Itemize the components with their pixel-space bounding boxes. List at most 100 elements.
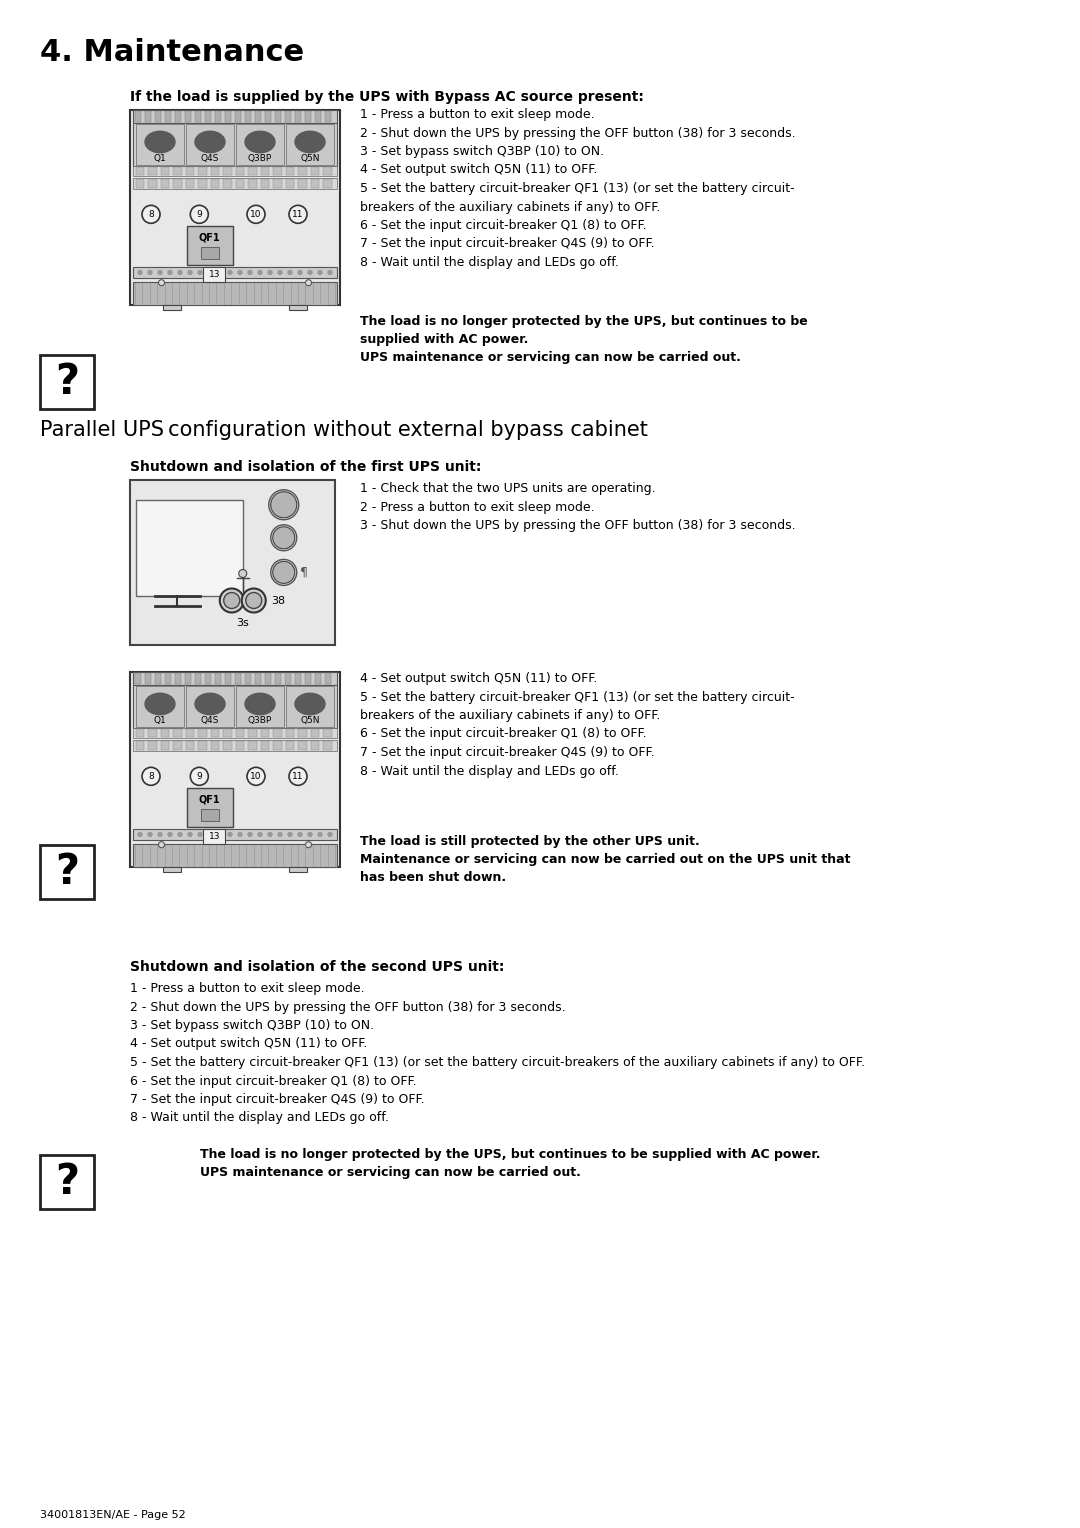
Bar: [133, 843, 337, 866]
Circle shape: [308, 270, 312, 275]
Circle shape: [188, 833, 192, 836]
Bar: [148, 729, 157, 738]
Bar: [133, 281, 337, 306]
Bar: [285, 741, 294, 750]
Circle shape: [138, 270, 141, 275]
Bar: [135, 179, 145, 188]
Bar: [260, 179, 269, 188]
Text: 5 - Set the battery circuit-breaker QF1 (13) (or set the battery circuit-breaker: 5 - Set the battery circuit-breaker QF1 …: [130, 1056, 865, 1070]
Bar: [148, 167, 157, 176]
Text: 3 - Shut down the UPS by pressing the OFF button (38) for 3 seconds.: 3 - Shut down the UPS by pressing the OF…: [360, 520, 796, 532]
Bar: [311, 729, 320, 738]
Text: Q5N: Q5N: [300, 154, 320, 162]
Bar: [235, 167, 244, 176]
Text: 11: 11: [293, 772, 303, 781]
Bar: [235, 112, 241, 122]
Bar: [235, 179, 244, 188]
Circle shape: [318, 270, 322, 275]
Bar: [211, 729, 219, 738]
Bar: [195, 112, 201, 122]
Bar: [198, 167, 206, 176]
Bar: [215, 672, 221, 683]
Bar: [295, 112, 301, 122]
Circle shape: [159, 280, 164, 286]
Text: 8: 8: [148, 772, 153, 781]
Text: ?: ?: [55, 1161, 79, 1203]
Circle shape: [247, 205, 265, 223]
Text: 1 - Check that the two UPS units are operating.: 1 - Check that the two UPS units are ope…: [360, 481, 656, 495]
Bar: [245, 112, 251, 122]
Bar: [211, 179, 219, 188]
Circle shape: [258, 270, 262, 275]
Text: 34001813EN/AE - Page 52: 34001813EN/AE - Page 52: [40, 1510, 186, 1520]
Text: 1 - Press a button to exit sleep mode.: 1 - Press a button to exit sleep mode.: [130, 983, 365, 995]
Bar: [186, 124, 234, 165]
Bar: [175, 112, 181, 122]
Bar: [198, 741, 206, 750]
Circle shape: [268, 270, 272, 275]
FancyBboxPatch shape: [203, 267, 226, 283]
Bar: [186, 686, 234, 727]
Bar: [40, 845, 94, 898]
Bar: [298, 179, 307, 188]
Circle shape: [148, 270, 152, 275]
Text: 38: 38: [271, 596, 285, 605]
Circle shape: [219, 588, 244, 613]
Bar: [205, 672, 211, 683]
Circle shape: [278, 833, 282, 836]
Bar: [298, 729, 307, 738]
Text: 13: 13: [208, 831, 220, 840]
Circle shape: [273, 527, 295, 549]
Text: Q4S: Q4S: [201, 154, 219, 162]
Text: 11: 11: [293, 209, 303, 219]
Bar: [285, 179, 294, 188]
Circle shape: [298, 833, 302, 836]
Bar: [198, 179, 206, 188]
Bar: [275, 112, 281, 122]
Bar: [235, 729, 244, 738]
Bar: [311, 179, 320, 188]
Text: breakers of the auxiliary cabinets if any) to OFF.: breakers of the auxiliary cabinets if an…: [360, 200, 660, 214]
Bar: [135, 672, 141, 683]
Bar: [248, 167, 257, 176]
Bar: [323, 167, 332, 176]
Text: ?: ?: [55, 851, 79, 892]
Bar: [163, 306, 181, 310]
Bar: [133, 727, 337, 738]
Circle shape: [218, 270, 222, 275]
Text: 3 - Set bypass switch Q3BP (10) to ON.: 3 - Set bypass switch Q3BP (10) to ON.: [360, 145, 604, 157]
Bar: [285, 672, 291, 683]
Circle shape: [238, 833, 242, 836]
Bar: [255, 672, 261, 683]
Circle shape: [239, 570, 246, 578]
Circle shape: [224, 593, 240, 608]
Bar: [185, 672, 191, 683]
Circle shape: [288, 833, 292, 836]
Bar: [295, 672, 301, 683]
Bar: [286, 686, 334, 727]
Circle shape: [278, 270, 282, 275]
Text: 8: 8: [148, 209, 153, 219]
Text: 6 - Set the input circuit-breaker Q1 (8) to OFF.: 6 - Set the input circuit-breaker Q1 (8)…: [130, 1074, 417, 1088]
Bar: [130, 110, 340, 306]
Bar: [245, 672, 251, 683]
Bar: [40, 1155, 94, 1209]
Ellipse shape: [195, 694, 225, 715]
Bar: [148, 179, 157, 188]
Text: 6 - Set the input circuit-breaker Q1 (8) to OFF.: 6 - Set the input circuit-breaker Q1 (8)…: [360, 219, 647, 232]
Text: supplied with AC power.: supplied with AC power.: [360, 333, 528, 345]
Text: UPS maintenance or servicing can now be carried out.: UPS maintenance or servicing can now be …: [360, 351, 741, 364]
Bar: [286, 124, 334, 165]
Circle shape: [141, 767, 160, 785]
Bar: [133, 267, 337, 278]
Bar: [133, 685, 337, 727]
Bar: [165, 112, 171, 122]
Text: The load is still protected by the other UPS unit.: The load is still protected by the other…: [360, 834, 700, 848]
Bar: [273, 179, 282, 188]
Circle shape: [168, 270, 172, 275]
Bar: [173, 167, 181, 176]
Text: QF1: QF1: [199, 232, 220, 243]
Bar: [133, 165, 337, 176]
Circle shape: [208, 833, 212, 836]
Text: 2 - Press a button to exit sleep mode.: 2 - Press a button to exit sleep mode.: [360, 501, 595, 513]
